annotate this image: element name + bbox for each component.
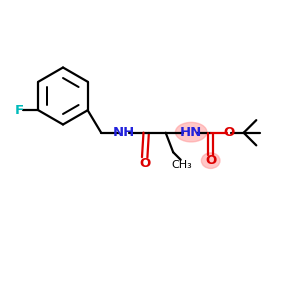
Text: HN: HN xyxy=(179,126,202,139)
Text: NH: NH xyxy=(112,126,135,139)
Text: O: O xyxy=(224,126,235,139)
Text: O: O xyxy=(139,157,150,170)
Text: CH₃: CH₃ xyxy=(172,160,193,170)
Ellipse shape xyxy=(201,153,220,168)
Text: F: F xyxy=(15,104,24,117)
Text: O: O xyxy=(205,154,216,167)
Ellipse shape xyxy=(176,122,207,142)
